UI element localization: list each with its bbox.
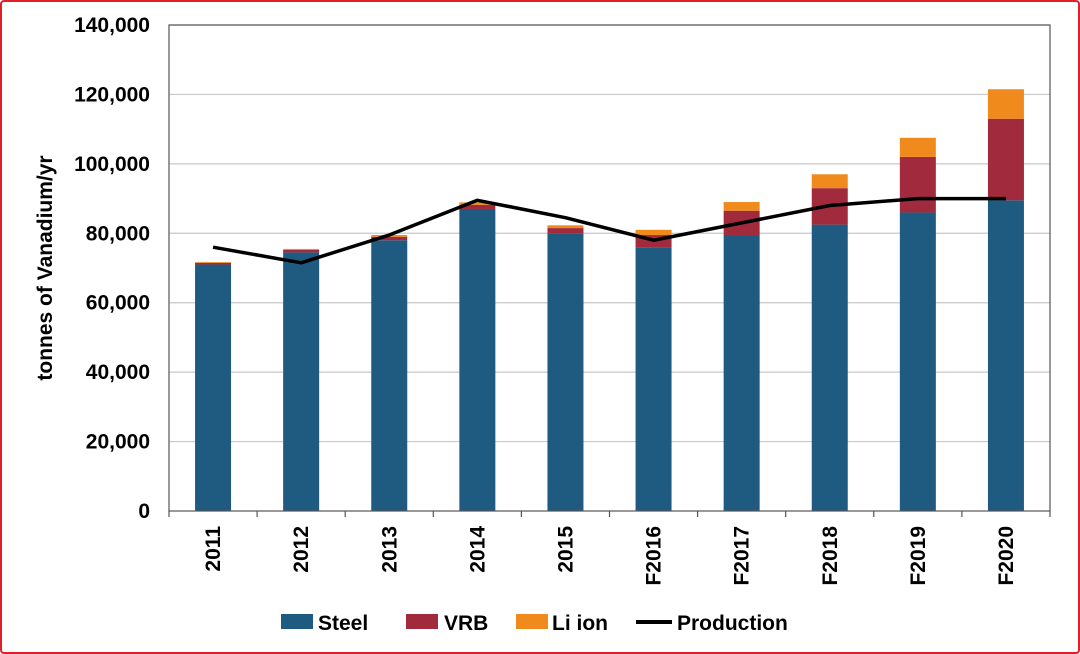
bar-steel-2013: [371, 240, 408, 511]
bar-vrb-2013: [371, 236, 408, 241]
bar-li-ion-2011: [195, 262, 232, 263]
bar-steel-f2017: [723, 235, 760, 511]
y-tick-label: 0: [138, 500, 150, 523]
bar-steel-f2020: [987, 200, 1024, 512]
bar-steel-2014: [459, 208, 496, 511]
x-tick-label: F2019: [907, 526, 930, 586]
bar-vrb-f2020: [987, 118, 1024, 201]
bar-steel-f2019: [899, 212, 936, 511]
legend-swatch-vrb: [406, 614, 438, 629]
bar-steel-f2018: [811, 224, 848, 511]
bar-vrb-2011: [195, 262, 232, 265]
y-tick-label: 60,000: [86, 292, 150, 315]
bar-li-ion-f2016: [635, 229, 672, 236]
bar-li-ion-2014: [459, 202, 496, 205]
bar-vrb-2014: [459, 204, 496, 209]
line-production: [212, 196, 1006, 265]
bar-li-ion-f2019: [899, 137, 936, 157]
bar-li-ion-f2020: [987, 89, 1024, 119]
bar-li-ion-f2018: [811, 174, 848, 189]
x-tick-labels: 2011 2012 2013 2014 2015 F2016 F2017 F2018 F2019…: [202, 526, 1018, 586]
x-tick-label: 2014: [466, 526, 489, 573]
y-tick-labels: 0 20,000 40,000 60,000 80,000 100,000 120,000 1…: [74, 14, 150, 523]
legend-label-steel: Steel: [318, 612, 368, 635]
y-tick-label: 80,000: [86, 222, 150, 245]
bar-steel-2012: [283, 252, 320, 511]
bars: [195, 89, 1024, 512]
legend: Steel VRB Li ion Production: [281, 612, 788, 635]
bar-vrb-2015: [547, 228, 584, 234]
legend-label-vrb: VRB: [444, 612, 488, 635]
y-tick-label: 40,000: [86, 361, 150, 384]
x-tick-label: F2017: [731, 526, 754, 586]
y-axis-title: tonnes of Vanadium/yr: [34, 155, 57, 380]
bar-li-ion-2012: [283, 248, 320, 250]
bar-steel-2011: [195, 264, 232, 511]
bar-vrb-f2019: [899, 156, 936, 213]
x-tick-label: F2018: [819, 526, 842, 586]
legend-label-li-ion: Li ion: [552, 612, 608, 635]
legend-swatch-steel: [281, 614, 313, 629]
y-tick-label: 20,000: [86, 431, 150, 454]
bar-steel-2015: [547, 233, 584, 512]
bar-steel-f2016: [635, 247, 672, 511]
y-tick-label: 100,000: [74, 153, 150, 176]
x-tick-label: 2015: [554, 526, 577, 573]
legend-label-production: Production: [677, 612, 788, 635]
x-tick-label: 2013: [378, 526, 401, 573]
bar-li-ion-f2017: [723, 202, 760, 211]
production-line: [212, 196, 1006, 265]
legend-swatch-li-ion: [516, 614, 548, 629]
x-tick-label: F2016: [643, 526, 666, 586]
bar-vrb-2012: [283, 249, 320, 253]
axes: [168, 24, 1051, 517]
bar-li-ion-2015: [547, 225, 584, 229]
x-tick-label: 2012: [290, 526, 313, 573]
y-tick-label: 140,000: [74, 14, 150, 37]
x-tick-label: 2011: [202, 526, 225, 572]
x-tick-label: F2020: [995, 526, 1018, 586]
y-tick-label: 120,000: [74, 83, 150, 106]
